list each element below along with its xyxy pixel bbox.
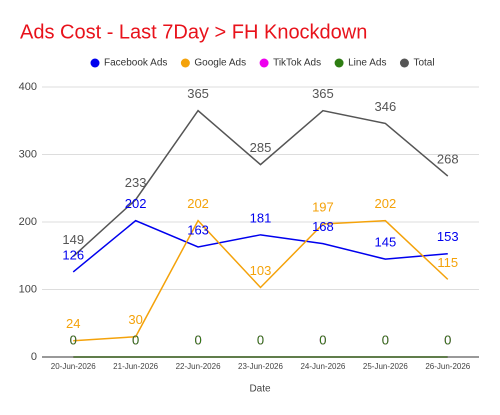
legend-label: Facebook Ads [104,58,167,69]
data-label: 30 [128,312,142,327]
data-label: 0 [70,332,77,347]
y-tick-label: 0 [31,351,37,363]
data-label: 24 [66,316,80,331]
data-label: 0 [132,332,139,347]
legend-label: Line Ads [348,58,386,69]
series-line [72,219,448,273]
data-label: 202 [187,196,209,211]
legend-swatch [90,58,100,68]
legend-label: Google Ads [194,58,246,69]
data-label: 153 [437,229,459,244]
x-axis-title: Date [249,384,271,395]
x-tick-label: 22-Jun-2026 [176,362,221,371]
legend-label: Total [413,58,434,69]
series-line [72,109,449,257]
x-tick-label: 24-Jun-2026 [300,362,345,371]
data-label: 115 [437,255,458,270]
data-label: 346 [375,99,397,114]
x-tick-label: 21-Jun-2026 [113,362,158,371]
data-label: 365 [312,86,334,101]
data-label: 268 [437,152,459,167]
data-label: 149 [62,232,84,247]
legend-swatch [399,58,409,68]
data-label: 0 [194,332,201,347]
data-label: 0 [257,332,264,347]
x-tick-label: 26-Jun-2026 [425,362,470,371]
data-label: 202 [125,196,147,211]
y-tick-label: 400 [19,81,37,93]
legend-swatch [334,58,344,68]
data-label: 145 [375,235,397,250]
y-tick-label: 300 [19,148,37,160]
data-label: 0 [70,332,77,347]
data-label: 168 [312,219,334,234]
legend-swatch [180,58,190,68]
data-label: 103 [250,263,272,278]
data-label: 0 [444,332,451,347]
data-label: 0 [382,332,389,347]
data-label: 202 [375,196,397,211]
data-label: 163 [187,222,209,237]
x-tick-label: 20-Jun-2026 [51,362,96,371]
legend-label: TikTok Ads [273,58,321,69]
data-label: 0 [319,332,326,347]
data-label: 365 [187,86,209,101]
x-tick-label: 23-Jun-2026 [238,362,283,371]
data-label: 126 [62,247,84,262]
data-label: 181 [250,210,272,225]
data-label: 233 [125,175,147,190]
y-tick-label: 200 [19,216,37,228]
data-label: 0 [319,332,326,347]
data-label: 0 [382,332,389,347]
chart-title: Ads Cost - Last 7Day > FH Knockdown [20,21,367,43]
data-label: 0 [194,332,201,347]
data-label: 0 [132,332,139,347]
series-line [73,219,449,342]
y-tick-label: 100 [19,283,37,295]
data-label: 0 [257,332,264,347]
data-label: 0 [444,332,451,347]
legend-swatch [259,58,269,68]
x-tick-label: 25-Jun-2026 [363,362,408,371]
data-label: 285 [250,140,272,155]
data-label: 197 [312,199,334,214]
